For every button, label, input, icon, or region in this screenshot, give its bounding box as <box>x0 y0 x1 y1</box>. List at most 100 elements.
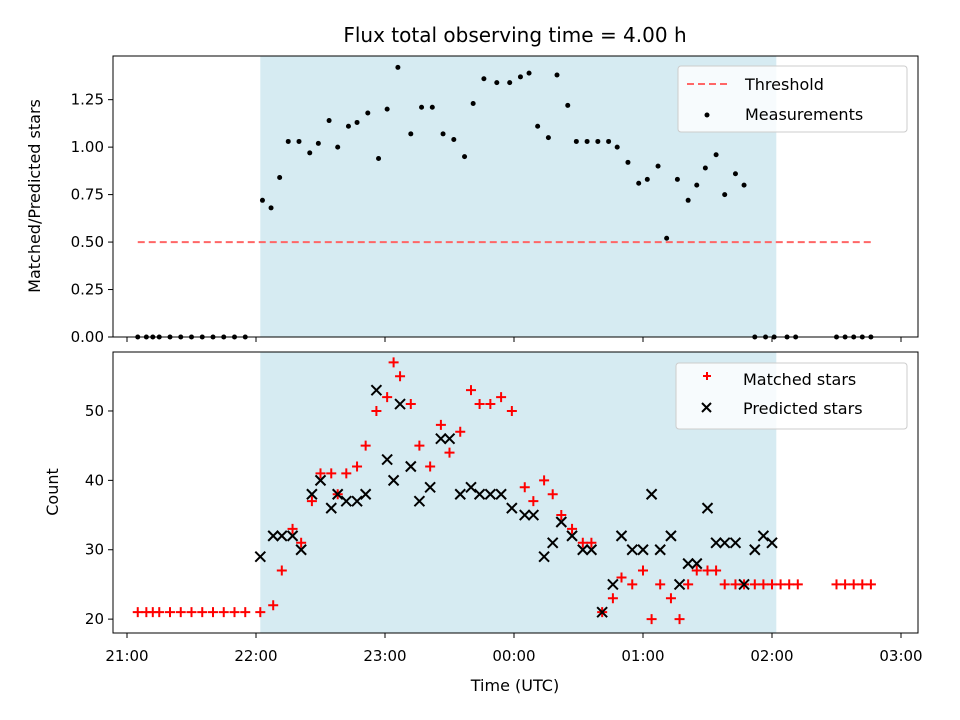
matched-star-marker <box>229 607 240 618</box>
matched-star-marker <box>638 565 648 576</box>
measurement-point <box>307 150 313 156</box>
matched-star-marker <box>767 579 777 590</box>
measurement-point <box>268 205 274 211</box>
bottom-panel: 20 30 40 50 21:00 22:00 23:00 00:00 01:00 02:00 0… <box>43 351 923 695</box>
predicted-star-marker <box>340 495 353 507</box>
matched-star-marker <box>315 468 326 479</box>
matched-star-marker <box>405 399 416 410</box>
predicted-star-marker <box>682 557 694 570</box>
matched-star-marker <box>607 593 618 604</box>
x-tick-label: 03:00 <box>879 647 922 665</box>
measurement-point <box>451 137 457 143</box>
matched-star-marker <box>539 475 550 486</box>
measurement-point <box>702 165 708 171</box>
matched-star-marker <box>175 607 186 618</box>
matched-star-marker <box>455 426 466 437</box>
predicted-star-marker <box>519 509 531 521</box>
predicted-star-marker <box>615 530 628 542</box>
x-tick-label: 02:00 <box>750 647 793 665</box>
predicted-legend-swatch <box>701 402 712 413</box>
predicted-star-marker <box>673 578 686 591</box>
matched-legend-label: Matched stars <box>743 370 856 389</box>
matched-star-marker <box>784 579 795 590</box>
matched-star-marker <box>435 419 446 430</box>
predicted-star-marker <box>645 488 658 500</box>
predicted-star-marker <box>527 509 540 521</box>
predicted-star-marker <box>766 537 778 549</box>
predicted-star-marker <box>596 606 608 618</box>
measurement-point <box>614 144 620 150</box>
predicted-star-marker <box>267 530 279 542</box>
matched-star-marker <box>485 399 496 410</box>
predicted-star-marker <box>729 537 742 549</box>
measurement-point <box>584 138 590 144</box>
top-y-tick-label: 0.00 <box>71 328 104 346</box>
matched-star-marker <box>388 357 399 368</box>
measurement-point <box>395 64 401 70</box>
top-y-axis-label: Matched/Predicted stars <box>25 99 44 293</box>
matched-star-marker <box>240 607 251 618</box>
matched-star-marker <box>165 607 175 618</box>
measurement-point <box>573 138 579 144</box>
predicted-star-marker <box>538 550 550 563</box>
matched-star-marker <box>567 523 578 534</box>
measurement-point <box>694 182 700 188</box>
predicted-star-marker <box>665 530 677 542</box>
predicted-star-marker <box>394 398 406 410</box>
matched-star-marker <box>730 579 741 590</box>
matched-star-marker <box>132 607 143 618</box>
matched-legend-swatch <box>703 372 711 380</box>
measurement-point <box>507 80 513 86</box>
matched-star-marker <box>857 579 868 590</box>
matched-star-marker <box>255 607 266 618</box>
x-tick-label: 22:00 <box>234 647 277 665</box>
measurement-point <box>526 70 532 76</box>
bottom-y-tick-label: 20 <box>85 610 104 628</box>
bottom-legend-box <box>675 362 908 430</box>
measurement-point <box>565 102 571 108</box>
matched-star-marker <box>831 579 842 590</box>
measurement-point <box>470 100 476 106</box>
predicted-star-marker <box>276 530 288 542</box>
matched-star-marker <box>865 579 876 590</box>
threshold-legend-label: Threshold <box>744 75 824 94</box>
bottom-x-ticks: 21:00 22:00 23:00 00:00 01:00 02:00 03:00 <box>105 633 923 665</box>
matched-star-marker <box>719 579 730 590</box>
bottom-axes-frame <box>112 351 919 634</box>
bottom-plot-area <box>132 357 876 625</box>
top-legend-box <box>677 65 908 133</box>
predicted-legend-label: Predicted stars <box>743 399 863 418</box>
x-tick-label: 21:00 <box>105 647 148 665</box>
predicted-star-marker <box>443 433 456 445</box>
x-tick-label: 23:00 <box>363 647 406 665</box>
matched-star-marker <box>444 447 455 458</box>
measurement-point <box>429 104 435 110</box>
measurement-point <box>481 76 487 82</box>
predicted-star-marker <box>495 488 507 500</box>
matched-star-marker <box>674 614 685 625</box>
predicted-star-marker <box>626 544 638 556</box>
top-axes-frame <box>112 55 919 338</box>
x-tick-label: 00:00 <box>492 647 535 665</box>
measurement-point <box>462 154 468 160</box>
matched-star-marker <box>646 614 657 625</box>
matched-star-marker <box>326 468 337 479</box>
matched-star-marker <box>306 496 317 507</box>
measurement-point <box>354 119 360 125</box>
predicted-star-marker <box>691 557 703 570</box>
measurement-point <box>315 140 321 146</box>
predicted-star-marker <box>585 544 598 556</box>
matched-star-marker <box>519 482 530 493</box>
predicted-star-marker <box>607 578 619 591</box>
matched-star-marker <box>352 461 363 472</box>
matched-star-marker <box>474 399 485 410</box>
measurements-legend-swatch <box>704 112 710 118</box>
predicted-star-marker <box>577 544 589 556</box>
measurement-point <box>335 144 341 150</box>
bottom-y-tick-label: 30 <box>85 541 104 559</box>
measurement-point <box>285 138 291 144</box>
bottom-legend: Matched stars Predicted stars <box>675 362 908 430</box>
predicted-star-marker <box>473 488 486 500</box>
predicted-star-marker <box>295 544 307 556</box>
measurement-point <box>326 118 332 124</box>
